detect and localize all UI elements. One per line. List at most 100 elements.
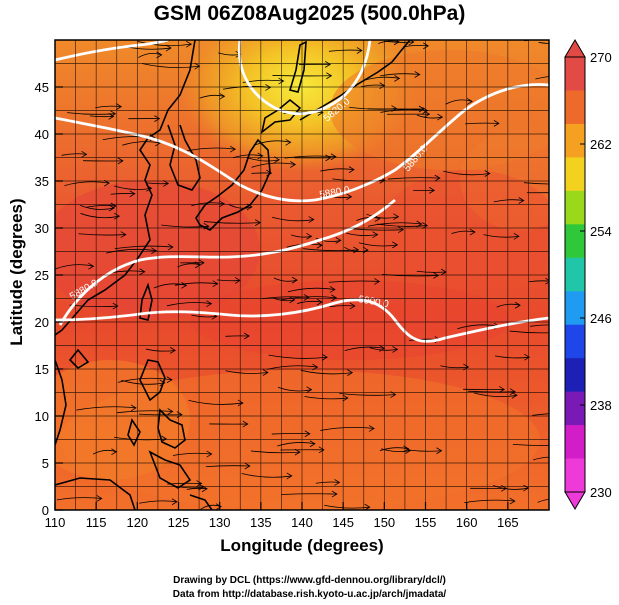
streamline-arrow xyxy=(484,170,491,177)
x-axis-label: Longitude (degrees) xyxy=(220,536,384,555)
colorbar-tick-label: 270 xyxy=(590,50,612,65)
streamline-arrow xyxy=(129,190,136,198)
streamline-arrow xyxy=(154,115,161,122)
streamline-arrow xyxy=(112,302,119,310)
y-tick-label: 30 xyxy=(35,221,49,236)
streamline-arrow xyxy=(559,190,564,196)
streamline xyxy=(268,354,328,359)
streamline-arrow xyxy=(556,329,561,335)
streamline-arrow xyxy=(434,174,441,182)
streamline-arrow xyxy=(257,152,264,160)
streamline xyxy=(325,194,352,199)
streamline-arrow xyxy=(215,503,222,510)
streamline xyxy=(86,204,116,208)
streamline xyxy=(80,213,120,219)
streamline-arrow xyxy=(466,98,473,105)
streamline xyxy=(225,370,268,374)
colorbar-segment xyxy=(565,57,585,92)
streamline-arrow xyxy=(88,262,95,270)
colorbar-tick-label: 262 xyxy=(590,137,612,152)
streamline xyxy=(291,234,312,238)
y-axis-label: Latitude (degrees) xyxy=(7,198,26,346)
x-tick-label: 145 xyxy=(332,515,354,530)
streamline xyxy=(385,40,414,43)
streamline-arrow xyxy=(161,435,168,443)
streamline xyxy=(379,447,409,452)
streamline xyxy=(273,277,298,282)
streamline xyxy=(328,280,380,283)
streamline-arrow xyxy=(167,243,174,251)
streamline-arrow xyxy=(81,150,88,158)
streamline xyxy=(186,487,208,490)
streamline-arrow xyxy=(219,200,226,208)
streamline-arrow xyxy=(349,302,356,310)
streamline xyxy=(199,94,225,99)
streamline-arrow xyxy=(163,180,170,187)
colorbar-tick-label: 238 xyxy=(590,398,612,413)
streamline-arrow xyxy=(130,404,137,412)
streamline-arrow xyxy=(353,246,360,254)
streamline xyxy=(137,41,192,47)
streamline-arrow xyxy=(393,40,400,46)
y-tick-label: 45 xyxy=(35,80,49,95)
streamline-arrow xyxy=(186,40,193,48)
streamline xyxy=(241,473,292,478)
streamline xyxy=(483,234,519,238)
streamline xyxy=(358,242,398,247)
streamline xyxy=(304,396,348,400)
colorbar-segment xyxy=(565,391,585,426)
colorbar-segment xyxy=(565,224,585,259)
x-tick-label: 160 xyxy=(456,515,478,530)
streamline xyxy=(188,399,243,405)
streamline-arrow xyxy=(120,231,127,238)
x-tick-label: 115 xyxy=(86,515,107,530)
streamline xyxy=(95,105,122,109)
streamline-arrow xyxy=(437,113,444,121)
streamline xyxy=(80,204,115,210)
streamline-arrow xyxy=(316,241,323,249)
streamline-arrow xyxy=(196,480,203,487)
streamline-arrow xyxy=(348,166,355,173)
streamline xyxy=(277,442,315,447)
streamline-arrow xyxy=(169,347,176,354)
streamline-arrow xyxy=(165,44,172,52)
streamline xyxy=(315,237,341,243)
streamline-arrow xyxy=(108,204,115,212)
streamline xyxy=(451,230,476,235)
streamline-arrow xyxy=(167,408,174,415)
streamline-arrow xyxy=(181,281,188,289)
streamline xyxy=(216,279,241,282)
streamline xyxy=(153,283,187,289)
streamline-arrow xyxy=(229,145,236,153)
streamline xyxy=(205,465,250,468)
streamline xyxy=(533,456,549,461)
streamline-arrow xyxy=(254,219,261,226)
streamline xyxy=(138,52,162,58)
colorbar-tick-label: 246 xyxy=(590,311,612,326)
streamline-arrow xyxy=(262,369,269,376)
colorbar-segment xyxy=(565,358,585,393)
streamline xyxy=(407,449,442,452)
streamline xyxy=(61,153,87,156)
streamline-arrow xyxy=(436,447,443,455)
colorbar-segment xyxy=(565,425,585,460)
streamline-arrow xyxy=(316,298,323,306)
streamline-arrow xyxy=(243,332,250,340)
streamline xyxy=(55,264,94,270)
streamline xyxy=(377,223,428,227)
streamline-arrow xyxy=(117,157,124,165)
streamline xyxy=(300,369,353,375)
streamline-arrow xyxy=(511,391,518,399)
colorbar: 270 262 254 246 238 230 xyxy=(564,39,612,510)
streamline-arrow xyxy=(325,61,332,68)
streamline-arrow xyxy=(289,296,296,304)
streamline xyxy=(232,154,263,159)
x-tick-label: 120 xyxy=(126,515,148,530)
streamline-arrow xyxy=(334,479,341,486)
streamline-arrow xyxy=(306,386,313,394)
streamline-arrow xyxy=(374,215,381,222)
streamline-arrow xyxy=(374,278,381,285)
streamline xyxy=(273,297,295,302)
streamline xyxy=(185,147,236,152)
streamline-arrow xyxy=(206,300,213,308)
